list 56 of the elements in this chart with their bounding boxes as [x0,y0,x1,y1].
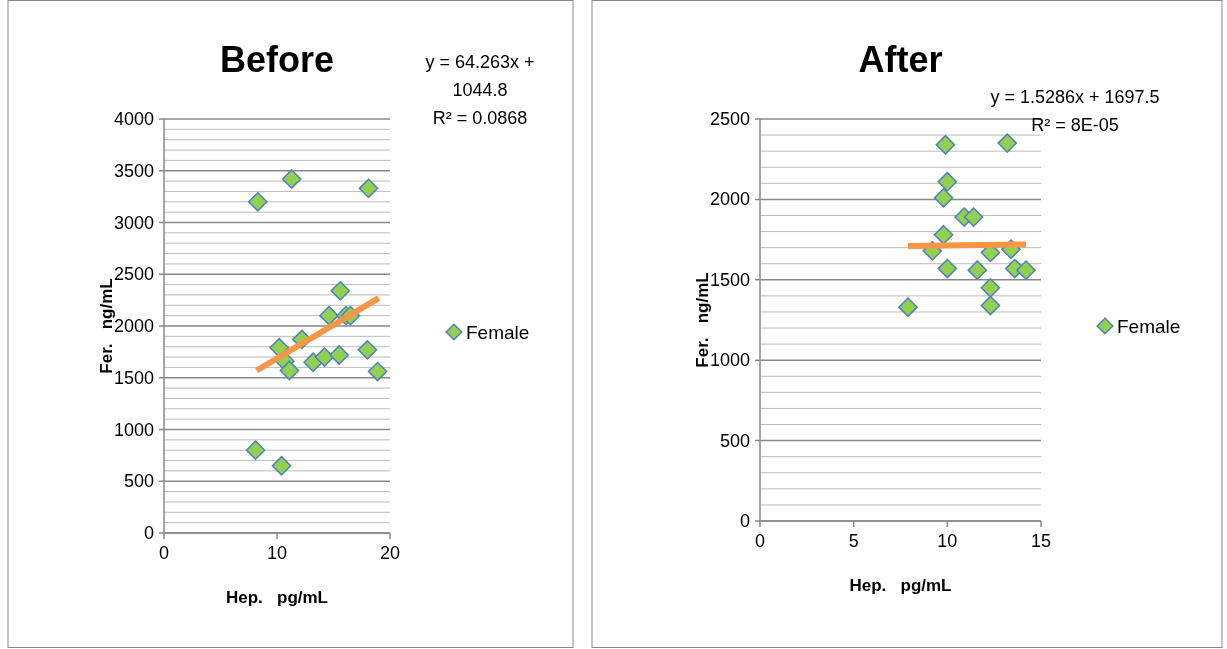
x-tick-label: 5 [848,531,859,551]
y-tick-label: 2500 [113,264,154,285]
point [330,280,351,301]
x-tick-label: 0 [754,531,766,551]
y-tick-label: 4000 [113,109,154,129]
y-tick-label: 1500 [709,269,750,290]
y-tick-label: 1500 [113,367,154,388]
point [935,134,956,155]
y-tick-label: 500 [123,471,154,492]
point [1016,260,1036,280]
y-tick-label: 3000 [113,212,154,233]
y-tick-label: 2000 [709,189,750,210]
x-tick-label: 15 [1030,531,1052,551]
chart-title: After [858,39,943,80]
text: R² = 0.0868 [432,108,528,128]
point [980,295,1001,316]
point [245,440,266,461]
y-tick-label: 500 [719,430,750,451]
point [281,169,302,189]
x-tick-label: 10 [937,531,958,551]
y-axis-title: Fer. ng/mL [97,278,116,374]
point [937,171,958,192]
point [247,191,268,212]
x-tick-label: 0 [158,543,170,563]
point [319,305,339,326]
legend-label: Female [466,322,530,343]
point [357,339,378,360]
point [933,224,954,245]
x-tick-label: 20 [379,543,401,563]
text: y = 64.263x + 1044.8 [425,52,535,100]
y-tick-label: 3500 [113,160,154,181]
point [937,258,958,279]
y-axis-title: Fer. ng/mL [693,272,712,368]
chart-title: Before [219,39,335,80]
annotation: R² = 8E-05 [1031,115,1119,135]
text: y = 1.5286x + 1697.5 [990,87,1160,107]
y-tick-label: 0 [739,511,750,531]
point [933,187,954,208]
point [997,133,1018,153]
point [358,178,379,199]
point [314,347,335,367]
legend-label: Female [1117,316,1181,337]
point [963,207,984,227]
x-tick-label: 10 [266,543,288,563]
point [980,277,1001,298]
x-axis-title: Hep. pg/mL [849,576,952,595]
y-tick-label: 2500 [709,109,750,129]
y-tick-label: 1000 [709,350,750,371]
y-tick-label: 1000 [113,419,154,440]
point [279,360,300,381]
point [967,260,988,280]
point [329,345,349,365]
point [271,455,292,476]
point [898,297,918,317]
x-axis-title: Hep. pg/mL [226,588,328,607]
point [367,361,388,382]
